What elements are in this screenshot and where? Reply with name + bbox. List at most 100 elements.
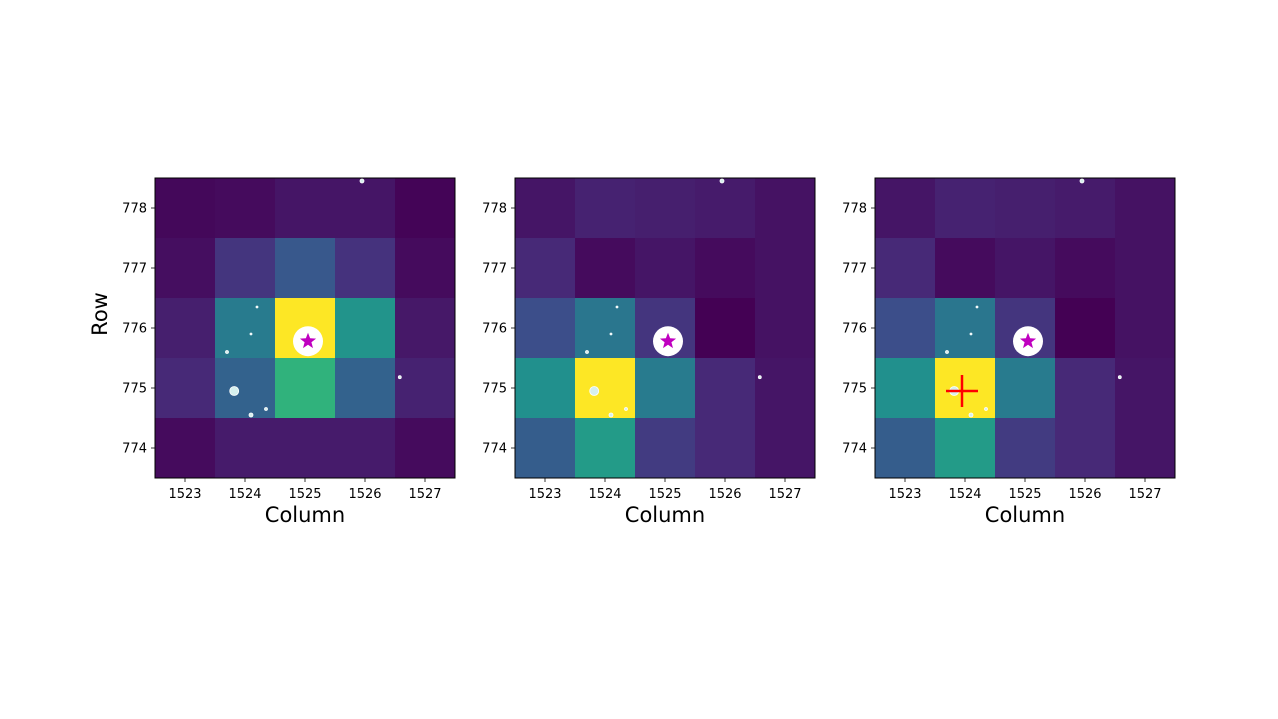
- heatmap-cell: [1055, 298, 1116, 359]
- y-tick-label: 776: [842, 322, 867, 337]
- heatmap-cell: [515, 358, 576, 419]
- neighbor-source-marker: [589, 386, 600, 396]
- neighbor-source-marker: [229, 386, 240, 396]
- neighbor-source-marker: [609, 332, 613, 336]
- heatmap-cell: [635, 238, 696, 299]
- neighbor-source-marker: [984, 407, 988, 411]
- heatmap-cell: [335, 298, 396, 359]
- y-tick-label: 777: [842, 262, 867, 277]
- heatmap-cell: [515, 178, 576, 239]
- heatmap-cell: [395, 418, 456, 479]
- x-tick-label: 1526: [708, 487, 741, 502]
- heatmap-panel-2: 1523 1524 1525 1526 1527 774 775 776 777 778 Colum…: [482, 177, 816, 527]
- x-tick-label: 1524: [948, 487, 981, 502]
- neighbor-source-marker: [615, 305, 619, 309]
- y-tick-label: 775: [482, 382, 507, 397]
- x-tick-label: 1523: [888, 487, 921, 502]
- neighbor-source-marker: [624, 407, 628, 411]
- heatmap-cell: [575, 418, 636, 479]
- heatmap-cell: [1115, 238, 1176, 299]
- heatmap-cell: [215, 298, 276, 359]
- heatmap-cell: [335, 238, 396, 299]
- heatmap-cell: [995, 418, 1056, 479]
- heatmap-cell: [395, 358, 456, 419]
- y-tick-label: 775: [122, 382, 147, 397]
- heatmap-cell: [995, 238, 1056, 299]
- heatmap-cell: [1115, 178, 1176, 239]
- heatmap-cell: [755, 298, 816, 359]
- y-tick-label: 774: [842, 442, 867, 457]
- heatmap-cell: [695, 178, 756, 239]
- heatmap-cell: [215, 418, 276, 479]
- x-tick-label: 1527: [408, 487, 441, 502]
- heatmap-cell: [215, 238, 276, 299]
- x-tick-label: 1526: [348, 487, 381, 502]
- x-tick-label: 1524: [228, 487, 261, 502]
- heatmap-cell: [155, 418, 216, 479]
- neighbor-source-marker: [359, 178, 365, 184]
- heatmap-cell: [335, 178, 396, 239]
- heatmap-cell: [515, 298, 576, 359]
- heatmap-panel-1: 1523 1524 1525 1526 1527 774 775 776 777 778 Colum…: [88, 177, 456, 527]
- heatmap-cell: [995, 358, 1056, 419]
- heatmap-cell: [875, 238, 936, 299]
- y-tick-label: 778: [842, 202, 867, 217]
- heatmap-cell: [395, 238, 456, 299]
- heatmap-cell: [995, 178, 1056, 239]
- heatmap-cell: [1115, 418, 1176, 479]
- heatmap-cell: [875, 358, 936, 419]
- y-tick-label: 777: [482, 262, 507, 277]
- neighbor-source-marker: [585, 350, 589, 354]
- heatmap-cell: [155, 358, 216, 419]
- heatmap-cell: [515, 418, 576, 479]
- heatmap-cell: [575, 238, 636, 299]
- y-tick-label: 778: [122, 202, 147, 217]
- x-tick-label: 1523: [168, 487, 201, 502]
- y-tick-label: 774: [482, 442, 507, 457]
- heatmap-cell: [695, 298, 756, 359]
- heatmap-cell: [1115, 298, 1176, 359]
- x-tick-label: 1525: [1008, 487, 1041, 502]
- y-tick-label: 778: [482, 202, 507, 217]
- y-tick-label: 777: [122, 262, 147, 277]
- heatmap-panel-3: 1523 1524 1525 1526 1527 774 775 776 777 778 Colum…: [842, 177, 1176, 527]
- heatmap-cell: [575, 298, 636, 359]
- neighbor-source-marker: [945, 350, 949, 354]
- heatmap-cell: [875, 298, 936, 359]
- x-tick-label: 1526: [1068, 487, 1101, 502]
- heatmap-cell: [695, 418, 756, 479]
- heatmap-cell: [275, 418, 336, 479]
- heatmap-cell: [755, 358, 816, 419]
- target-star-icon: [659, 332, 677, 349]
- neighbor-source-marker: [255, 305, 259, 309]
- heatmap-cell: [275, 178, 336, 239]
- heatmap-cell: [755, 238, 816, 299]
- neighbor-source-marker: [968, 412, 974, 418]
- heatmap-cell: [395, 178, 456, 239]
- neighbor-source-marker: [248, 412, 254, 418]
- heatmap-cell: [875, 178, 936, 239]
- neighbor-source-marker: [225, 350, 229, 354]
- neighbor-source-marker: [249, 332, 253, 336]
- target-star-icon: [299, 332, 317, 349]
- neighbor-source-marker: [975, 305, 979, 309]
- x-tick-label: 1525: [648, 487, 681, 502]
- heatmap-cell: [1055, 238, 1116, 299]
- heatmap-cell: [635, 358, 696, 419]
- heatmap-cell: [275, 238, 336, 299]
- heatmap-cell: [935, 298, 996, 359]
- heatmap-cell: [215, 178, 276, 239]
- heatmap-cell: [635, 418, 696, 479]
- neighbor-source-marker: [397, 375, 402, 380]
- neighbor-source-marker: [1079, 178, 1085, 184]
- heatmap-cell: [395, 298, 456, 359]
- x-axis-label: Column: [625, 503, 705, 527]
- heatmap-cell: [875, 418, 936, 479]
- heatmap-cell: [155, 178, 216, 239]
- neighbor-source-marker: [969, 332, 973, 336]
- target-star-icon: [1019, 332, 1037, 349]
- heatmap-cell: [575, 178, 636, 239]
- heatmap-cell: [635, 178, 696, 239]
- heatmap-cell: [695, 358, 756, 419]
